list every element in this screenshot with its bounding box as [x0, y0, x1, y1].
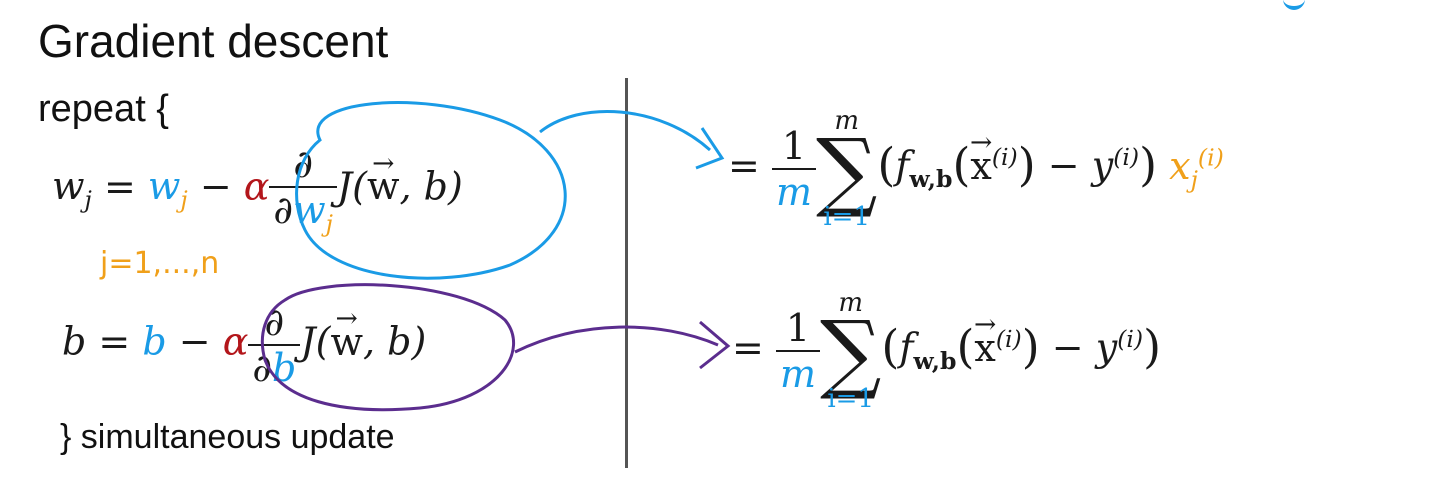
blue-circle-annotation — [295, 101, 567, 280]
dj-db-expression: = 1mm∑i=1(fw,b(x(i)) − y(i)) — [732, 290, 1161, 412]
purple-circle-annotation — [260, 283, 516, 412]
index-range-annotation: j=1,...,n — [100, 246, 220, 281]
vector-w: w — [367, 164, 400, 208]
minus-sign: − — [199, 164, 232, 209]
dj-dw-expression: = 1mm∑i=1(fw,b(x(i)) − y(i)) xj(i) — [728, 108, 1224, 230]
slide-title: Gradient descent — [38, 15, 389, 67]
learning-rate-alpha: α — [243, 164, 270, 209]
summation-sign: m ∑ i=1 — [819, 288, 882, 414]
feature-xj: xj(i) — [1169, 142, 1224, 194]
equals-sign: = — [728, 143, 760, 188]
purple-arrow-annotation — [514, 325, 719, 354]
vector-w: w — [330, 320, 363, 364]
b-term: b — [142, 319, 167, 364]
equals-sign: = — [103, 164, 136, 209]
vector-x: x — [974, 326, 995, 370]
learning-rate-alpha: α — [222, 319, 249, 364]
minus-sign: − — [1047, 143, 1080, 188]
minus-sign: − — [1051, 325, 1084, 370]
minus-sign: − — [178, 319, 211, 364]
equals-sign: = — [98, 319, 131, 364]
partial-derivative-b: ∂ ∂b — [248, 300, 301, 390]
w-lhs: wj — [52, 164, 92, 214]
b-lhs: b — [62, 319, 87, 364]
simultaneous-update-label: } simultaneous update — [60, 418, 395, 456]
repeat-label: repeat { — [38, 88, 169, 130]
w-term: wj — [147, 164, 188, 214]
purple-arrowhead-icon — [699, 320, 731, 370]
summation-sign: m ∑ i=1 — [815, 106, 878, 232]
vector-x: x — [970, 144, 991, 188]
b-update-equation: b = b − α∂∂bJ(w, b) — [62, 300, 426, 390]
corner-pen-mark — [1283, 0, 1305, 10]
blue-arrowhead-icon — [695, 127, 725, 170]
equals-sign: = — [732, 325, 764, 370]
blue-arrow-annotation — [539, 110, 712, 152]
vertical-divider — [625, 78, 628, 468]
